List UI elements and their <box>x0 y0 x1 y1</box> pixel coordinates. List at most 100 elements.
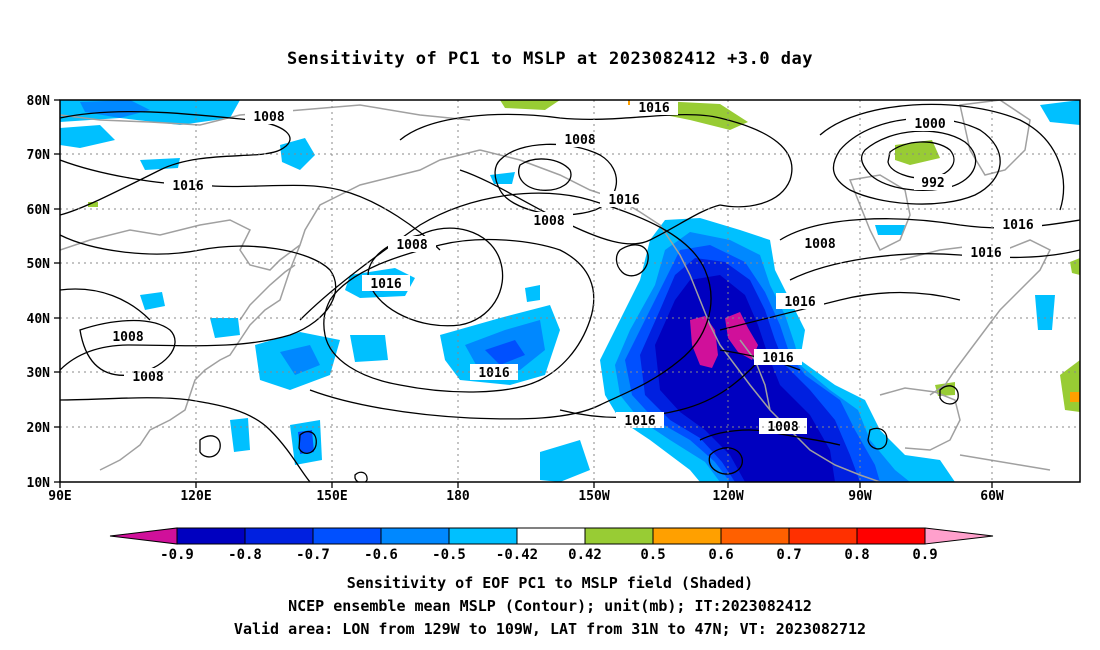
shade-light-blue <box>210 318 240 338</box>
contour-line <box>887 141 955 179</box>
sensitivity-map: 1008 1016 1016 1008 1008 1016 1008 1000 … <box>27 94 1081 504</box>
contour-line <box>779 218 1080 241</box>
svg-text:1016: 1016 <box>970 246 1001 261</box>
svg-text:1008: 1008 <box>112 330 143 345</box>
svg-text:1008: 1008 <box>564 133 595 148</box>
colorbar-box <box>448 527 518 545</box>
shade-light-blue <box>60 125 115 148</box>
contour-line <box>354 471 368 482</box>
svg-text:1016: 1016 <box>608 193 639 208</box>
contour-label: 1008 <box>525 212 573 229</box>
lon-label: 60W <box>980 489 1004 504</box>
map-title: Sensitivity of PC1 to MSLP at 2023082412… <box>286 49 813 69</box>
contour-line <box>459 169 721 245</box>
colorbar-box <box>720 527 790 545</box>
contour-label: 1016 <box>630 99 678 116</box>
colorbar-label: 0.6 <box>708 547 733 563</box>
contour-label: 1016 <box>616 412 664 429</box>
contour-line <box>60 159 441 251</box>
svg-text:1008: 1008 <box>132 370 163 385</box>
colorbar-box <box>652 527 722 545</box>
svg-text:1016: 1016 <box>478 366 509 381</box>
contour-label-layer: 1008 1016 1016 1008 1008 1016 1008 1000 … <box>104 99 1042 435</box>
contour-label: 1016 <box>362 275 410 292</box>
colorbar-box <box>380 527 450 545</box>
shade-blue <box>280 345 320 375</box>
contour-label: 1008 <box>245 108 293 125</box>
contour-label: 1008 <box>388 236 436 253</box>
caption-shaded: Sensitivity of EOF PC1 to MSLP field (Sh… <box>346 574 754 592</box>
contour-line <box>789 249 1080 281</box>
lon-labels: 90E 120E 150E 180 150W 120W 90W 60W <box>48 489 1004 504</box>
colorbar-label: 0.8 <box>844 547 869 563</box>
contour-label: 1008 <box>759 418 807 435</box>
shade-light-blue <box>140 158 180 170</box>
coastline-asia-east <box>99 244 301 471</box>
colorbar-label: 0.9 <box>912 547 937 563</box>
contour-label: 1008 <box>796 235 844 252</box>
contour-label: 1016 <box>994 216 1042 233</box>
contour-label: 1008 <box>104 328 152 345</box>
colorbar-box <box>312 527 382 545</box>
contour-line <box>298 431 317 454</box>
contour-label: 992 <box>914 174 952 191</box>
caption-contour: NCEP ensemble mean MSLP (Contour); unit(… <box>288 597 812 615</box>
coastline-asia <box>60 149 481 271</box>
colorbar-label: -0.6 <box>364 547 398 563</box>
svg-text:1008: 1008 <box>767 420 798 435</box>
svg-text:1008: 1008 <box>253 110 284 125</box>
contour-line <box>708 447 743 475</box>
colorbar-label: -0.7 <box>296 547 330 563</box>
contour-label: 1016 <box>776 293 824 310</box>
colorbar-boxes <box>109 527 994 545</box>
contour-line <box>60 288 151 321</box>
svg-text:1016: 1016 <box>762 351 793 366</box>
lat-label: 80N <box>27 94 51 109</box>
coastline-japan <box>239 264 296 321</box>
coastline-hudson <box>848 174 911 252</box>
contour-line <box>60 110 291 216</box>
lon-label: 90W <box>848 489 872 504</box>
contour-label: 1016 <box>754 349 802 366</box>
shade-light-blue <box>1035 295 1055 330</box>
contour-line <box>559 359 761 419</box>
colorbar-label: 0.7 <box>776 547 801 563</box>
plot-frame <box>59 99 1081 483</box>
contour-line <box>60 397 311 482</box>
shade-light-blue <box>280 138 315 170</box>
shade-orange <box>1070 392 1080 402</box>
colorbar-box <box>584 527 654 545</box>
shade-light-blue <box>875 225 905 235</box>
contour-label: 1016 <box>600 191 648 208</box>
svg-text:1000: 1000 <box>914 117 945 132</box>
coastline-gulf <box>879 387 961 451</box>
contour-line <box>939 385 959 405</box>
colorbar-label: -0.8 <box>228 547 262 563</box>
tick-layer <box>54 99 993 488</box>
contour-line <box>79 319 176 376</box>
colorbar-left-arrow <box>109 527 178 545</box>
svg-text:1008: 1008 <box>396 238 427 253</box>
colorbar-box <box>856 527 926 545</box>
lon-label: 150W <box>578 489 609 504</box>
svg-text:1008: 1008 <box>804 237 835 252</box>
lat-label: 60N <box>27 203 51 218</box>
colorbar-label: 0.5 <box>640 547 665 563</box>
lon-label: 150E <box>316 489 347 504</box>
shade-light-blue <box>140 292 165 310</box>
contour-line <box>399 113 793 208</box>
shade-magenta <box>690 316 718 368</box>
svg-text:1016: 1016 <box>784 295 815 310</box>
grid-layer <box>60 100 1080 482</box>
contour-line <box>367 227 504 327</box>
shade-green <box>1070 258 1080 275</box>
colorbar-label: -0.42 <box>496 547 538 563</box>
lon-label: 120E <box>180 489 211 504</box>
caption-valid-area: Valid area: LON from 129W to 109W, LAT f… <box>233 620 867 638</box>
contour-label: 1000 <box>906 115 954 132</box>
coastline-caribbean <box>959 454 1051 471</box>
shade-light-blue <box>540 440 590 482</box>
shade-blue-top <box>80 100 150 118</box>
contour-line <box>199 435 221 458</box>
coastline-arctic <box>60 104 471 126</box>
